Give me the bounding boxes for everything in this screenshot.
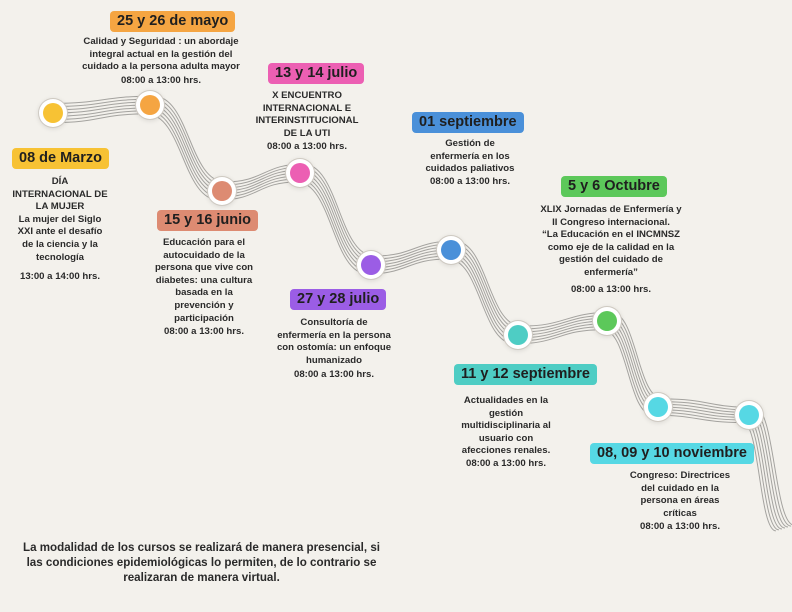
node-mayo [140,95,160,115]
date-badge-mayo: 25 y 26 de mayo [110,11,236,32]
footer-note: La modalidad de los cursos se realizará … [23,541,380,584]
event-desc-octubre: XLIX Jornadas de Enfermería y II Congres… [540,204,682,278]
event-desc-julio27: Consultoría de enfermería en la persona … [276,317,392,366]
event-time-sep11: 08:00 a 13:00 hrs. [465,458,546,469]
event-desc-marzo: DÍA INTERNACIONAL DE LA MUJER La mujer d… [12,176,108,263]
road-line [52,95,792,525]
date-badge-julio13: 13 y 14 julio [268,63,365,84]
date-badge-junio: 15 y 16 junio [157,210,259,231]
node-julio13 [290,163,310,183]
event-desc-noviembre: Congreso: Directrices del cuidado en la … [629,470,731,519]
date-badge-octubre: 5 y 6 Octubre [561,176,667,197]
event-desc-junio: Educación para el autocuidado de la pers… [154,237,254,324]
event-time-noviembre: 08:00 a 13:00 hrs. [639,521,720,532]
node-julio27 [361,255,381,275]
node-nov-1 [648,397,668,417]
event-time-marzo: 13:00 a 14:00 hrs. [19,271,100,282]
event-time-octubre: 08:00 a 13:00 hrs. [570,284,651,295]
event-time-junio: 08:00 a 13:00 hrs. [163,326,244,337]
event-time-mayo: 08:00 a 13:00 hrs. [120,75,201,86]
event-desc-sep11: Actualidades en la gestión multidiscipli… [461,395,551,457]
date-badge-sep01: 01 septiembre [412,112,524,133]
node-junio [212,181,232,201]
event-desc-mayo: Calidad y Seguridad : un abordaje integr… [82,36,240,73]
node-sep11 [508,325,528,345]
date-badge-noviembre: 08, 09 y 10 noviembre [590,443,754,464]
date-badge-julio27: 27 y 28 julio [290,289,387,310]
date-badge-marzo: 08 de Marzo [12,148,109,169]
event-desc-julio13: X ENCUENTRO INTERNACIONAL E INTERINSTITU… [255,90,359,139]
event-time-julio13: 08:00 a 13:00 hrs. [266,141,347,152]
node-sep01 [441,240,461,260]
event-time-julio27: 08:00 a 13:00 hrs. [293,369,374,380]
node-nov-2 [739,405,759,425]
event-time-sep01: 08:00 a 13:00 hrs. [429,176,510,187]
node-marzo [43,103,63,123]
node-octubre [597,311,617,331]
event-desc-sep01: Gestión de enfermería en los cuidados pa… [425,138,515,175]
date-badge-sep11: 11 y 12 septiembre [454,364,597,385]
